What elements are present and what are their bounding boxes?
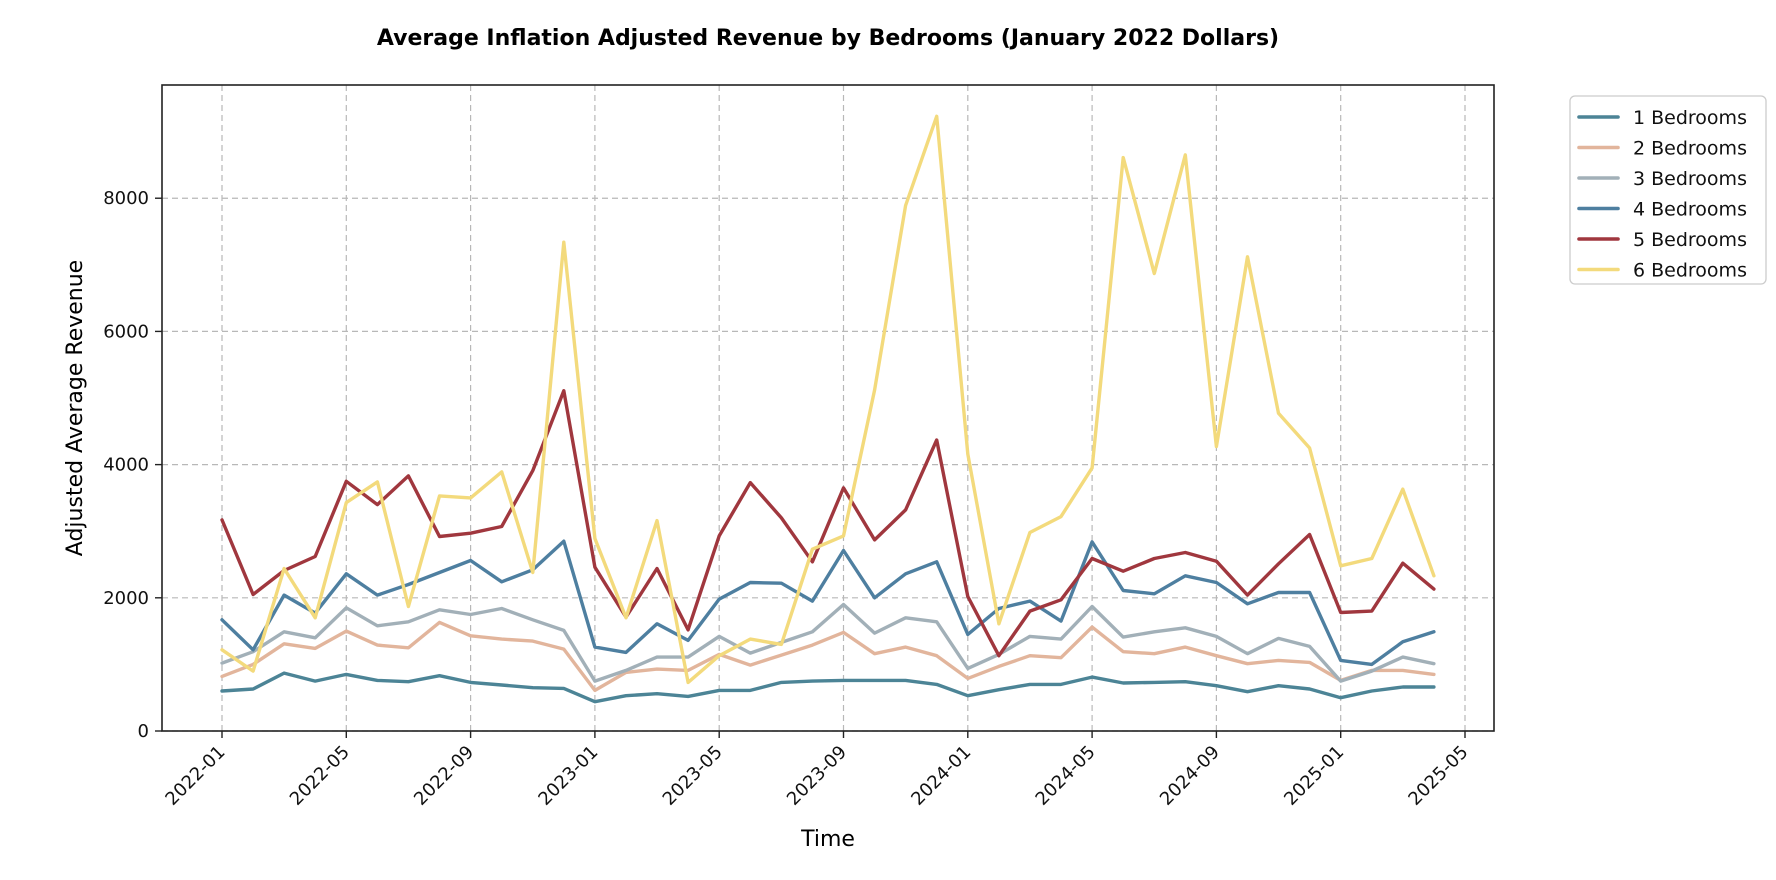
series-line-5-bedrooms [220,389,1436,658]
legend-label-6-bedrooms: 6 Bedrooms [1633,260,1747,282]
legend-label-3-bedrooms: 3 Bedrooms [1633,168,1747,190]
legend-box [1569,95,1767,285]
y-axis-ticks: 0 2000 4000 6000 8000 [103,188,162,742]
series-lines [220,114,1436,704]
legend: 1 Bedrooms 2 Bedrooms 3 Bedrooms 4 Bedrooms… [1569,95,1767,285]
series-line-4-bedrooms [220,539,1436,667]
legend-label-4-bedrooms: 4 Bedrooms [1633,199,1747,221]
legend-label-2-bedrooms: 2 Bedrooms [1633,138,1747,160]
y-tick-label: 2000 [103,588,149,609]
legend-items: 1 Bedrooms 2 Bedrooms 3 Bedrooms 4 Bedrooms… [1577,107,1747,282]
legend-label-5-bedrooms: 5 Bedrooms [1633,229,1747,251]
series-line-1-bedrooms [220,671,1436,704]
y-tick-label: 6000 [103,321,149,342]
y-axis-label: Adjusted Average Revenue [63,260,88,556]
plot-frame [161,84,1495,732]
y-tick-label: 0 [138,721,149,742]
series-line-2-bedrooms [220,620,1436,693]
series-line-3-bedrooms [220,602,1436,683]
x-axis-label: Time [800,827,855,852]
series-line-6-bedrooms [220,114,1436,685]
y-tick-label: 8000 [103,188,149,209]
chart-title: Average Inflation Adjusted Revenue by Be… [377,26,1279,51]
legend-label-1-bedrooms: 1 Bedrooms [1633,107,1747,129]
y-tick-label: 4000 [103,455,149,476]
